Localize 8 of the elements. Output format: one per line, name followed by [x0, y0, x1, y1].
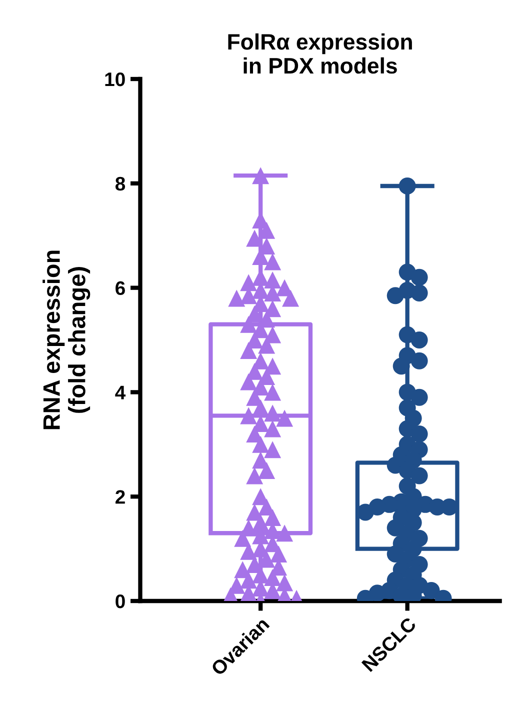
y-tick-label: 10	[105, 72, 125, 86]
y-tick-label: 0	[116, 594, 125, 608]
y-tick-label: 6	[116, 281, 125, 296]
y-tick-label: 8	[115, 176, 126, 191]
y-axis-title: RNA expression (fold change)	[42, 250, 90, 430]
y-tick-label: 4	[115, 386, 126, 400]
y-tick-label: 2	[116, 490, 125, 504]
chart-title: FolRα expression in PDX models	[228, 33, 412, 74]
